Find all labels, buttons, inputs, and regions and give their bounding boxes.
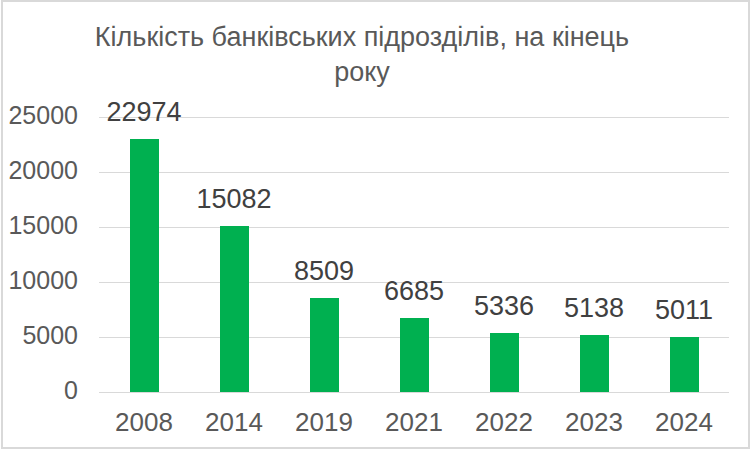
- chart-title: Кількість банківських підрозділів, на кі…: [82, 20, 642, 90]
- bar-2022: [490, 333, 519, 392]
- bar-2021: [400, 318, 429, 392]
- bar-2019: [310, 298, 339, 392]
- y-tick-label: 20000: [0, 157, 78, 183]
- gridline: [99, 392, 729, 393]
- data-label: 5138: [544, 293, 644, 323]
- gridline: [99, 172, 729, 173]
- x-tick-label: 2021: [369, 409, 459, 435]
- data-label: 22974: [94, 97, 194, 127]
- bar-2008: [130, 139, 159, 392]
- data-label: 15082: [184, 184, 284, 214]
- bar-2023: [580, 335, 609, 392]
- chart-title-line2: року: [82, 55, 642, 90]
- x-tick-label: 2023: [549, 409, 639, 435]
- bar-chart: Кількість банківських підрозділів, на кі…: [0, 0, 752, 452]
- y-tick-label: 15000: [0, 212, 78, 238]
- y-tick-label: 25000: [0, 102, 78, 128]
- data-label: 6685: [364, 276, 464, 306]
- bar-2014: [220, 226, 249, 392]
- data-label: 5336: [454, 291, 554, 321]
- chart-title-line1: Кількість банківських підрозділів, на кі…: [82, 20, 642, 55]
- data-label: 5011: [634, 295, 734, 325]
- y-tick-label: 0: [0, 377, 78, 403]
- x-tick-label: 2014: [189, 409, 279, 435]
- x-tick-label: 2024: [639, 409, 729, 435]
- x-tick-label: 2008: [99, 409, 189, 435]
- x-tick-label: 2019: [279, 409, 369, 435]
- y-tick-label: 10000: [0, 267, 78, 293]
- y-tick-label: 5000: [0, 322, 78, 348]
- data-label: 8509: [274, 256, 374, 286]
- x-tick-label: 2022: [459, 409, 549, 435]
- bar-2024: [670, 337, 699, 392]
- gridline: [99, 227, 729, 228]
